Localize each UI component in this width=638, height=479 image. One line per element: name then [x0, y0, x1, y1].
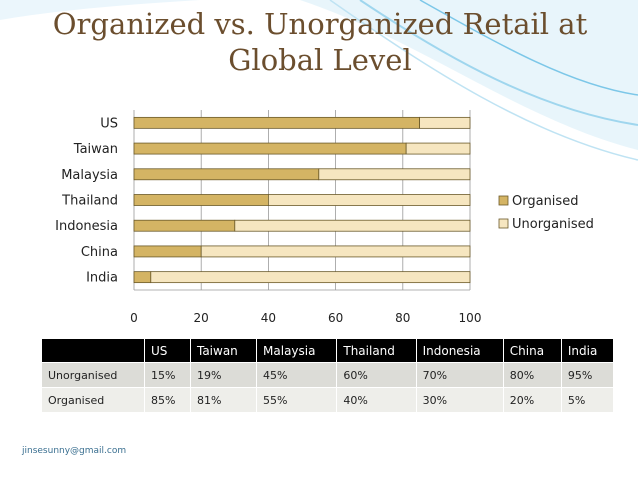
table-cell: 19%	[190, 362, 258, 388]
category-label: Malaysia	[61, 168, 118, 183]
table-header-cell: China	[503, 339, 562, 363]
slide-title-line-2: Global Level	[228, 43, 412, 77]
bar-unorganised	[405, 142, 471, 155]
table-header-cell: Malaysia	[256, 339, 338, 363]
table-cell: 5%	[561, 387, 615, 412]
bar-organised	[133, 245, 202, 258]
chart-category-labels: US Taiwan Malaysia Thailand Indonesia China In…	[55, 116, 118, 285]
category-label: Thailand	[61, 194, 118, 209]
table-row: Unorganised 15% 19% 45% 60% 70% 80% 95%	[42, 362, 615, 388]
table-cell: 85%	[144, 387, 191, 412]
x-tick-label: 0	[130, 311, 138, 325]
bar-organised	[133, 194, 269, 206]
table-cell: 45%	[256, 362, 338, 388]
bar-unorganised	[200, 245, 471, 258]
table-header-cell: US	[144, 339, 191, 363]
bar-unorganised	[234, 219, 471, 232]
bar-organised	[133, 271, 152, 284]
bar-unorganised	[150, 271, 471, 284]
x-tick-label: 40	[261, 311, 276, 325]
chart-bars	[133, 116, 471, 284]
table-header-row: US Taiwan Malaysia Thailand Indonesia Ch…	[42, 339, 615, 363]
table-header-cell: India	[561, 339, 615, 363]
table-cell: 80%	[503, 362, 562, 388]
footer-email: jinsesunny@gmail.com	[22, 446, 127, 456]
table-cell: 81%	[190, 387, 258, 412]
bar-organised	[133, 142, 407, 155]
table-header-cell: Indonesia	[416, 339, 504, 363]
bar-organised	[133, 168, 320, 181]
category-label: Taiwan	[73, 142, 118, 157]
legend-swatch	[498, 195, 509, 206]
chart-legend: Organised Unorganised	[498, 194, 594, 232]
bar-organised	[133, 116, 421, 129]
table-header-cell	[42, 339, 145, 363]
bar-organised	[133, 219, 236, 232]
legend-swatch	[498, 218, 509, 229]
bar-unorganised	[419, 116, 471, 129]
table-cell: 40%	[336, 387, 417, 412]
chart-x-tick-labels: 0 20 40 60 80 100	[130, 311, 481, 325]
table-cell: 95%	[561, 362, 615, 388]
x-tick-label: 100	[459, 311, 482, 325]
category-label: US	[100, 116, 118, 131]
category-label: India	[86, 271, 118, 286]
x-tick-label: 20	[194, 311, 209, 325]
table-header-cell: Taiwan	[190, 339, 258, 363]
table-cell: 70%	[416, 362, 504, 388]
table-cell: 20%	[503, 387, 562, 412]
table-row-label: Organised	[42, 387, 145, 412]
table-cell: 55%	[256, 387, 338, 412]
category-label: Indonesia	[55, 219, 118, 234]
bar-unorganised	[267, 194, 471, 206]
slide-title: Organized vs. Unorganized Retail at Glob…	[20, 6, 620, 78]
bar-unorganised	[318, 168, 471, 181]
table-row-label: Unorganised	[42, 362, 145, 388]
table-cell: 15%	[144, 362, 191, 388]
table-header-cell: Thailand	[336, 339, 417, 363]
legend-label: Organised	[512, 194, 578, 209]
table-cell: 30%	[416, 387, 504, 412]
x-tick-label: 80	[395, 311, 410, 325]
table-cell: 60%	[336, 362, 417, 388]
legend-label: Unorganised	[512, 217, 594, 232]
category-label: China	[81, 245, 118, 260]
x-tick-label: 60	[328, 311, 343, 325]
slide-title-line-1: Organized vs. Unorganized Retail at	[52, 7, 588, 41]
data-table: US Taiwan Malaysia Thailand Indonesia Ch…	[42, 339, 615, 412]
table-row: Organised 85% 81% 55% 40% 30% 20% 5%	[42, 387, 615, 412]
